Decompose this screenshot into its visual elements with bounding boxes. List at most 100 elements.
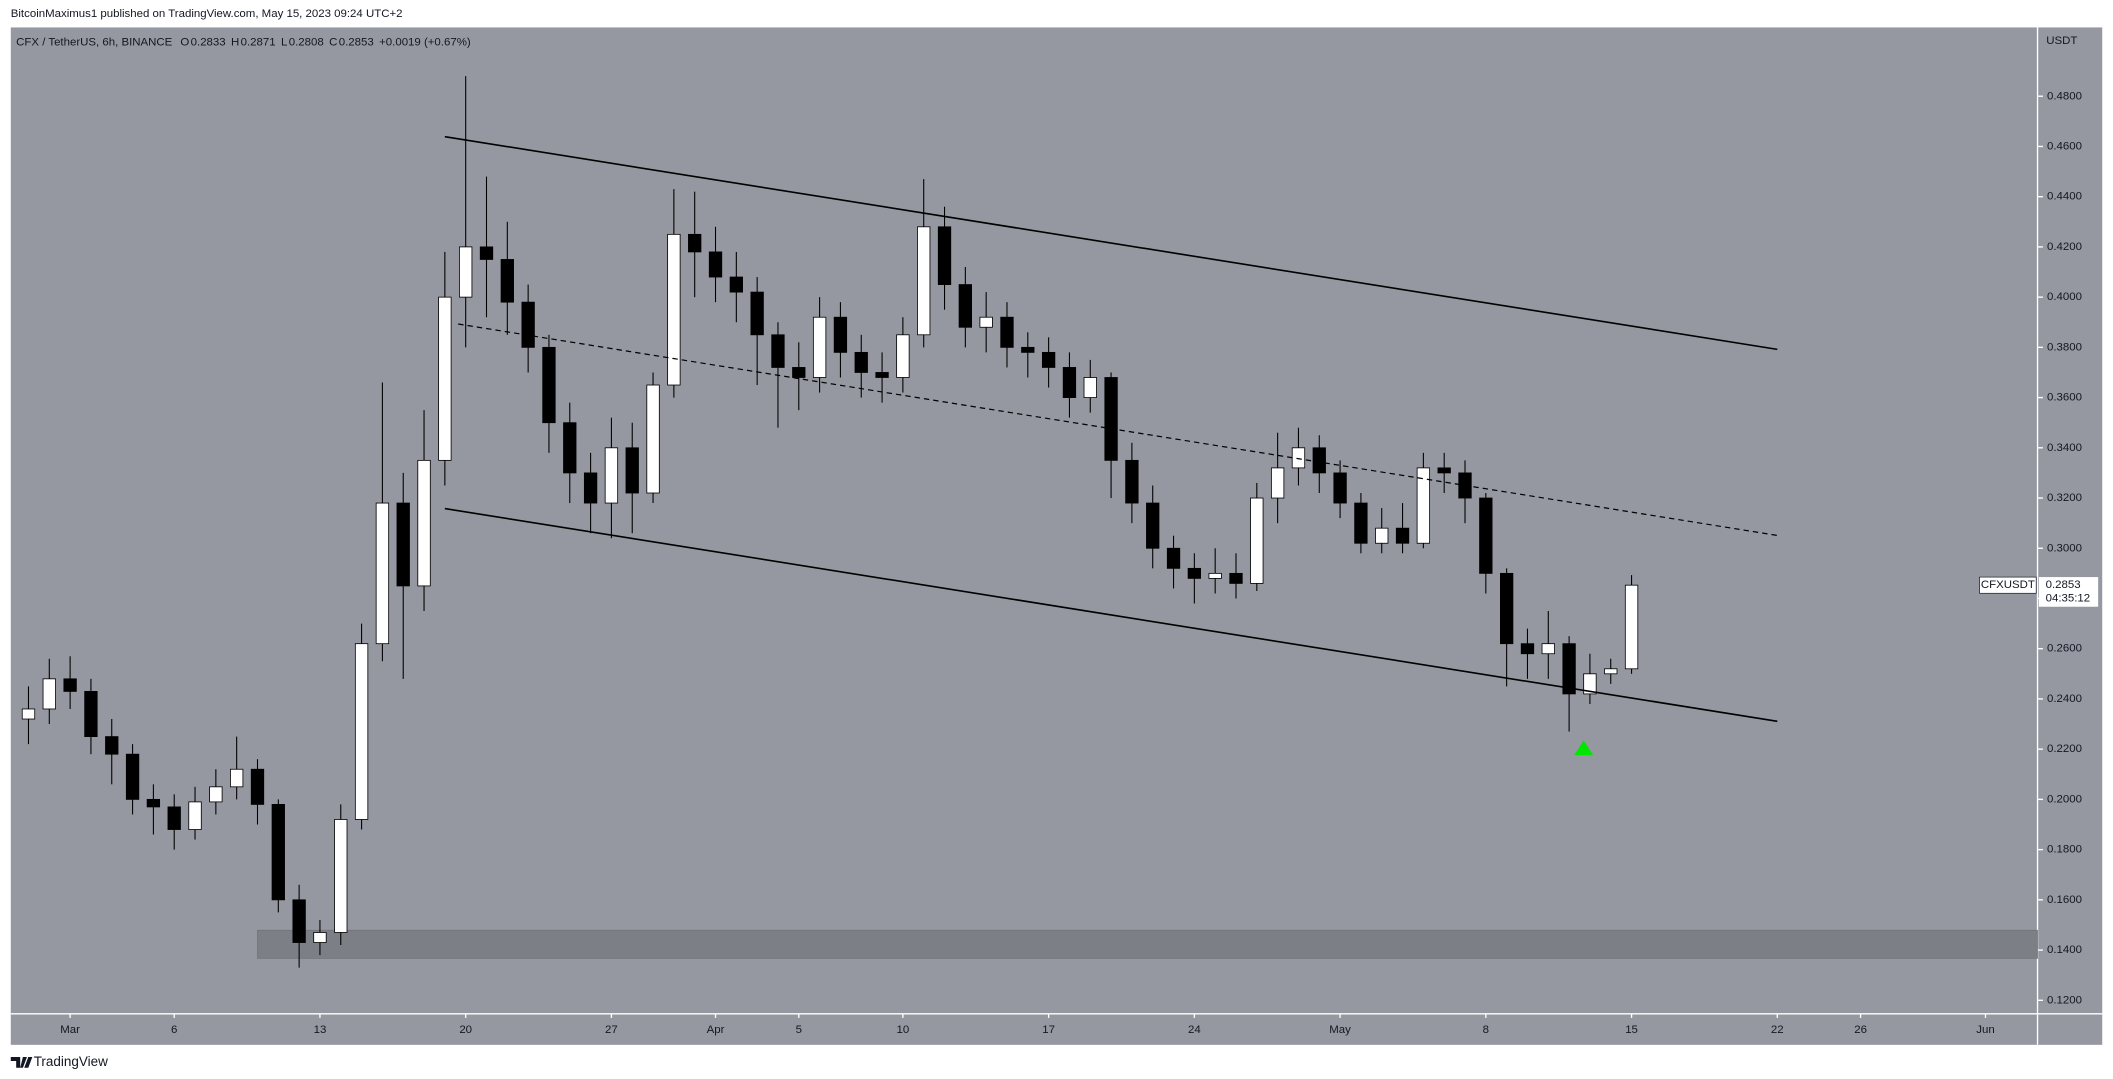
brand-logo <box>10 1056 33 1068</box>
y-tick-label: 0.4800 <box>2047 90 2082 102</box>
candle-body <box>625 447 639 494</box>
symbol-box <box>1979 576 2037 594</box>
candle-body <box>646 384 660 494</box>
candle-body <box>729 276 743 293</box>
y-tick-label: 0.3800 <box>2047 341 2082 353</box>
y-tick-label: 0.3200 <box>2047 492 2082 504</box>
chart-background <box>10 27 2103 1045</box>
price-box <box>2038 577 2099 607</box>
ohlc-value: 0.2871 <box>241 36 276 48</box>
ohlc-key: L <box>281 36 287 48</box>
candle-body <box>1187 567 1202 579</box>
candle-body <box>1479 497 1493 574</box>
candle-body <box>1270 467 1285 499</box>
y-tick-label: 0.4600 <box>2047 140 2082 152</box>
y-tick-label: 0.3000 <box>2047 542 2082 554</box>
candle-body <box>42 678 56 710</box>
y-tick-label: 0.2200 <box>2047 743 2082 755</box>
x-tick-label: 27 <box>605 1024 618 1036</box>
ohlc-key: H <box>231 36 239 48</box>
candle-body <box>438 296 452 461</box>
x-tick-label: 17 <box>1042 1024 1055 1036</box>
candle-body <box>1291 447 1306 469</box>
candle-body <box>1375 527 1389 544</box>
x-tick-label: 5 <box>796 1024 802 1036</box>
candle-body <box>708 251 723 278</box>
candle-body <box>1062 367 1077 398</box>
countdown: 04:35:12 <box>2046 593 2091 605</box>
candle-body <box>937 226 952 285</box>
candle-body <box>84 690 98 738</box>
candle-body <box>1312 447 1326 474</box>
candle-body <box>1541 643 1555 655</box>
y-tick-label: 0.1200 <box>2047 994 2082 1006</box>
candle-body <box>1437 467 1451 474</box>
candle-body <box>542 346 556 424</box>
signal-marker <box>1574 740 1594 756</box>
candle-body <box>812 316 827 378</box>
y-tick-label: 0.3400 <box>2047 442 2082 454</box>
ohlc-key: C <box>329 36 337 48</box>
candle-body <box>833 316 848 353</box>
x-tick-label: 8 <box>1483 1024 1489 1036</box>
candle-body <box>396 502 410 587</box>
candle-body <box>105 736 119 755</box>
candle-body <box>375 502 390 645</box>
candle-body <box>854 351 868 373</box>
trend-line <box>444 507 1778 723</box>
candle-body <box>958 284 972 328</box>
candle-body <box>1000 316 1014 348</box>
candle-body <box>1562 643 1576 695</box>
published-note: BitcoinMaximus1 published on TradingView… <box>11 8 403 20</box>
y-tick-label: 0.4400 <box>2047 191 2082 203</box>
ohlc-value: 0.2833 <box>191 36 226 48</box>
candle-body <box>479 246 494 260</box>
x-tick-label: May <box>1329 1024 1351 1036</box>
candle-body <box>63 678 77 692</box>
candle-body <box>1250 497 1264 584</box>
ohlc-value: 0.2808 <box>289 36 324 48</box>
candle-body <box>875 372 889 378</box>
y-tick-label: 0.2600 <box>2047 643 2082 655</box>
symbol: CFX / TetherUS, 6h, BINANCE <box>16 36 173 48</box>
candle-body <box>1395 527 1410 544</box>
y-tick-label: 0.1800 <box>2047 844 2082 856</box>
x-tick-label: Mar <box>60 1024 80 1036</box>
candle-body <box>334 819 348 933</box>
candle-body <box>688 233 702 253</box>
candle-body <box>1499 572 1514 645</box>
candle-body <box>1520 643 1535 655</box>
candle-body <box>667 233 681 386</box>
candle-body <box>125 753 140 800</box>
candle-body <box>1041 351 1056 368</box>
x-tick-label: 15 <box>1625 1024 1638 1036</box>
ohlc-key: O <box>180 36 189 48</box>
candle-body <box>604 447 619 504</box>
x-tick-label: 26 <box>1854 1024 1867 1036</box>
candle-body <box>1083 377 1097 398</box>
candle-body <box>1125 459 1139 504</box>
candle-body <box>1166 547 1181 569</box>
candle-body <box>917 226 931 336</box>
candle-body <box>1333 472 1347 504</box>
candle-body <box>771 334 785 368</box>
trend-line <box>444 135 1778 351</box>
last-price: 0.2853 <box>2046 579 2081 591</box>
y-tick-label: 0.2000 <box>2047 793 2082 805</box>
x-tick-label: 24 <box>1188 1024 1201 1036</box>
y-tick-label: 0.2400 <box>2047 693 2082 705</box>
candle-body <box>1604 668 1618 675</box>
y-tick-label: 0.1400 <box>2047 944 2082 956</box>
trend-line <box>458 323 1778 537</box>
candle-body <box>1229 572 1243 584</box>
y-unit: USDT <box>2046 35 2077 47</box>
candle-body <box>979 316 993 328</box>
candle-body <box>292 899 306 943</box>
x-tick-label: 20 <box>459 1024 472 1036</box>
x-tick-label: Apr <box>707 1024 725 1036</box>
candle-body <box>1104 377 1118 461</box>
candle-body <box>313 932 327 943</box>
candle-body <box>250 768 265 805</box>
